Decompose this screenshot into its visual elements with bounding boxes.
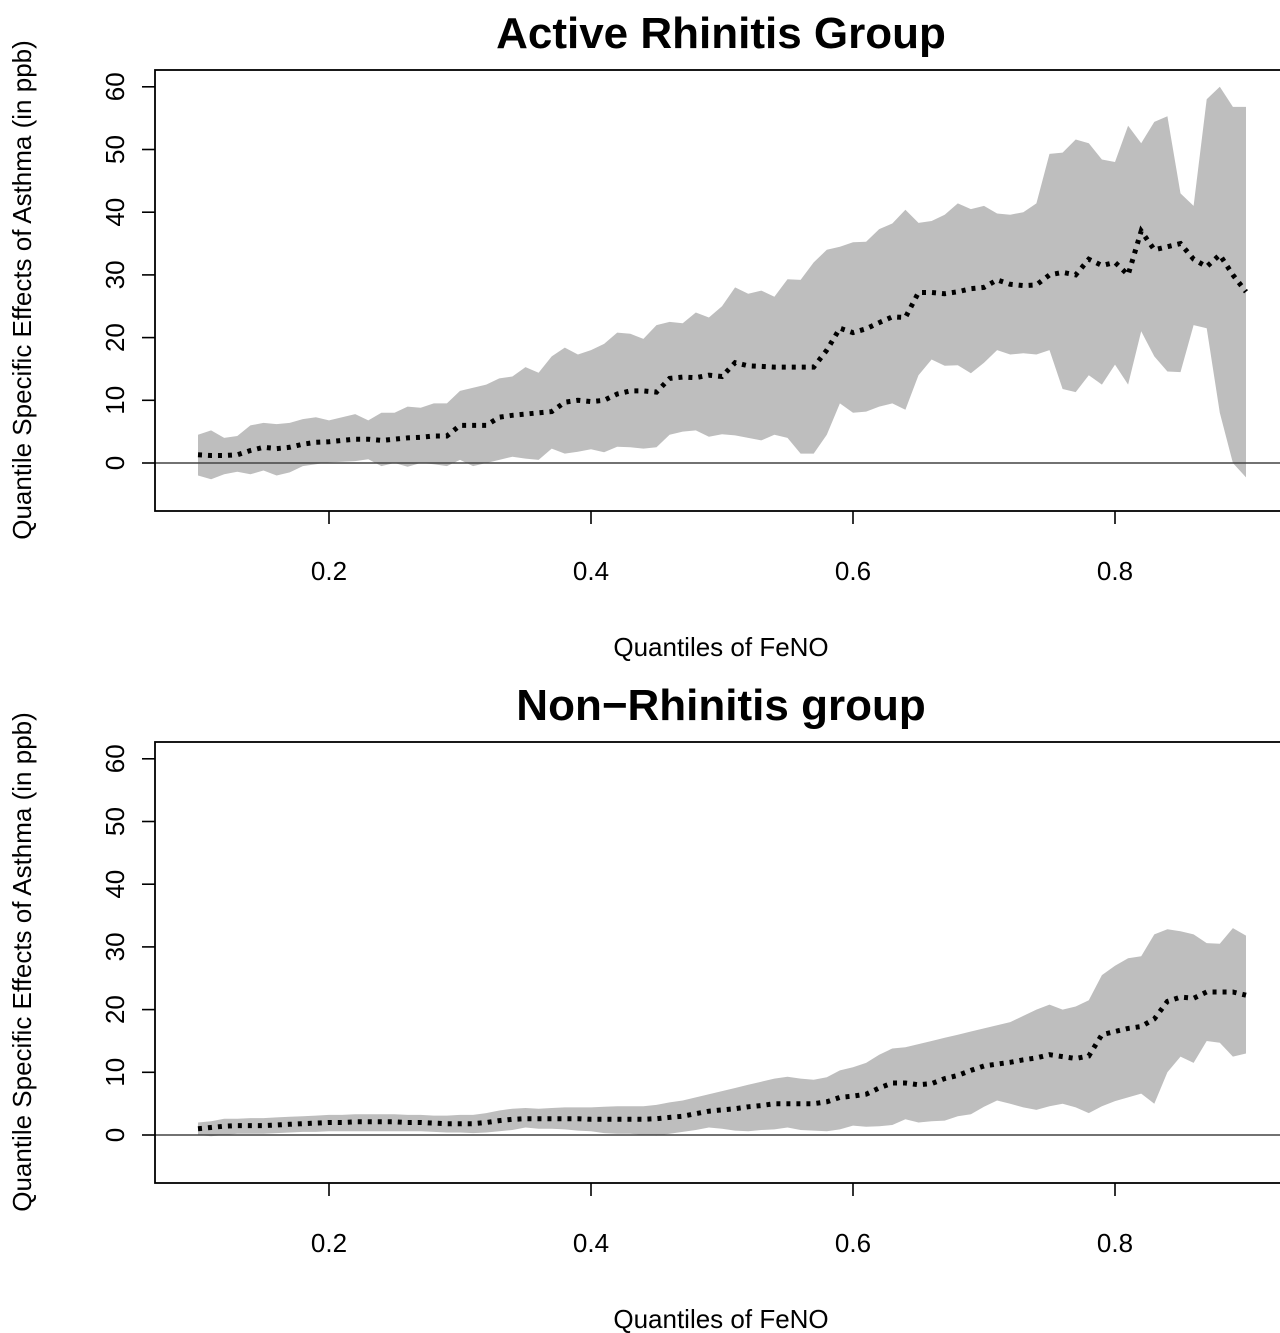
y-axis: 0 10 20 30 40 50 60 [100,744,155,1142]
confidence-band-layer [198,86,1246,480]
chart-panel-non-rhinitis: Non−Rhinitis group 0.2 0.4 0.6 0.8 0 10 20 30 4… [7,681,1280,1333]
estimate-line-layer [197,989,1247,1132]
x-tick-label: 0.4 [573,1228,609,1258]
estimate-line [197,989,1247,1132]
y-tick-label: 20 [100,323,130,352]
y-tick-label: 0 [100,456,130,470]
x-tick-label: 0.6 [835,556,871,586]
y-tick-label: 10 [100,386,130,415]
x-tick-label: 0.8 [1097,1228,1133,1258]
plot-frame [154,69,1280,512]
y-tick-label: 50 [100,807,130,836]
y-tick-label: 60 [100,744,130,773]
plot-frame [154,741,1280,1184]
x-axis: 0.2 0.4 0.6 0.8 [311,1183,1133,1258]
y-tick-label: 0 [100,1128,130,1142]
y-tick-label: 40 [100,198,130,227]
y-axis: 0 10 20 30 40 50 60 [100,72,155,470]
y-tick-label: 30 [100,932,130,961]
y-tick-label: 60 [100,72,130,101]
y-tick-label: 30 [100,260,130,289]
chart-title: Non−Rhinitis group [516,681,925,730]
x-axis-label: Quantiles of FeNO [613,632,828,662]
y-tick-label: 40 [100,870,130,899]
confidence-band-layer [198,928,1246,1137]
x-axis: 0.2 0.4 0.6 0.8 [311,511,1133,586]
x-tick-label: 0.4 [573,556,609,586]
confidence-band [198,928,1246,1137]
x-tick-label: 0.2 [311,556,347,586]
estimate-line-layer [197,225,1248,458]
x-tick-label: 0.8 [1097,556,1133,586]
x-tick-label: 0.2 [311,1228,347,1258]
y-tick-label: 50 [100,135,130,164]
chart-panel-active-rhinitis: Active Rhinitis Group 0.2 0.4 0.6 0.8 0 10 20… [7,9,1280,662]
x-axis-label: Quantiles of FeNO [613,1304,828,1333]
y-axis-label: Quantile Specific Effects of Asthma (in … [7,40,37,540]
y-axis-label: Quantile Specific Effects of Asthma (in … [7,712,37,1212]
confidence-band [198,86,1246,480]
x-tick-label: 0.6 [835,1228,871,1258]
chart-title: Active Rhinitis Group [496,9,946,58]
estimate-line [197,225,1248,458]
y-tick-label: 10 [100,1058,130,1087]
y-tick-label: 20 [100,995,130,1024]
